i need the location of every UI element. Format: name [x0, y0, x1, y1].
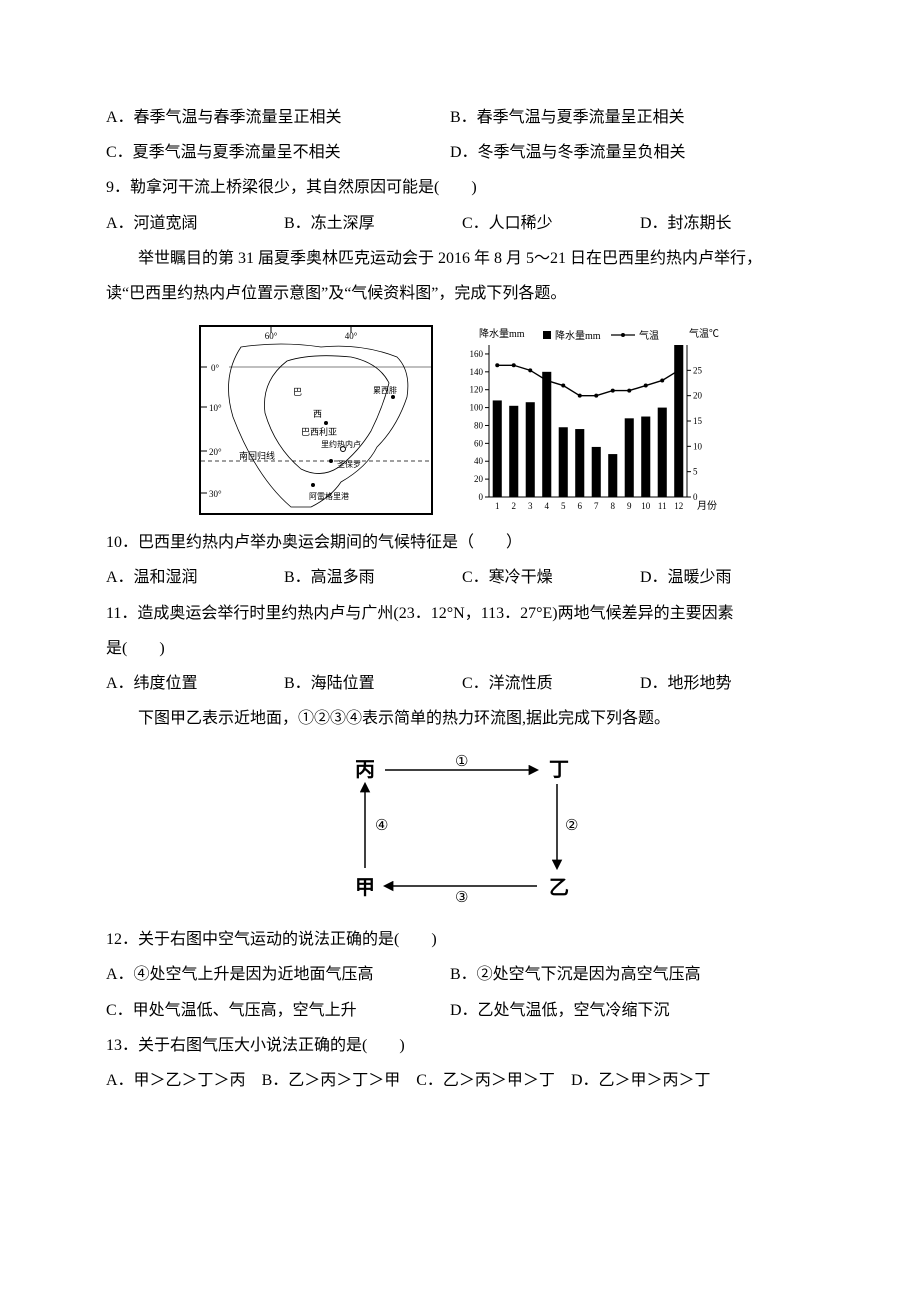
svg-text:9: 9	[627, 501, 632, 511]
svg-text:丙: 丙	[355, 759, 375, 781]
rio-intro-2: 读“巴西里约热内卢位置示意图”及“气候资料图”，完成下列各题。	[106, 276, 814, 311]
svg-text:160: 160	[470, 349, 484, 359]
svg-text:乙: 乙	[549, 877, 569, 899]
svg-text:④: ④	[375, 818, 388, 834]
svg-text:气温: 气温	[639, 329, 659, 342]
svg-text:6: 6	[578, 501, 583, 511]
svg-text:①: ①	[455, 754, 468, 770]
q13-opt-d: D．乙＞甲＞丙＞丁	[571, 1063, 711, 1098]
svg-text:120: 120	[470, 385, 484, 395]
q9-stem: 9．勒拿河干流上桥梁很少，其自然原因可能是( )	[106, 170, 814, 205]
climate-chart: 降水量mm 气温℃ 降水量mm 气温 020406080100120140160…	[451, 325, 721, 515]
circ-intro: 下图甲乙表示近地面，①②③④表示简单的热力环流图,据此完成下列各题。	[106, 701, 814, 736]
q8-opts-cd: C．夏季气温与夏季流量呈不相关 D．冬季气温与冬季流量呈负相关	[106, 135, 814, 170]
svg-text:累西腓: 累西腓	[373, 385, 397, 395]
svg-text:南回归线: 南回归线	[239, 450, 275, 461]
svg-text:3: 3	[528, 501, 533, 511]
svg-text:40°: 40°	[345, 331, 358, 341]
q8-opt-d: D．冬季气温与冬季流量呈负相关	[450, 144, 686, 161]
svg-text:③: ③	[455, 890, 468, 906]
q11-options: A．纬度位置 B．海陆位置 C．洋流性质 D．地形地势	[106, 666, 814, 701]
svg-text:气温℃: 气温℃	[689, 327, 719, 340]
rio-intro-1: 举世瞩目的第 31 届夏季奥林匹克运动会于 2016 年 8 月 5～21 日在…	[106, 241, 814, 276]
q8-opt-b: B．春季气温与夏季流量呈正相关	[450, 109, 685, 126]
q12-opt-c: C．甲处气温低、气压高，空气上升	[106, 993, 446, 1028]
svg-text:巴西利亚: 巴西利亚	[301, 426, 337, 437]
q13-opt-b: B．乙＞丙＞丁＞甲	[262, 1063, 401, 1098]
svg-text:西: 西	[313, 409, 322, 419]
q8-opt-a: A．春季气温与春季流量呈正相关	[106, 100, 446, 135]
q11-opt-c: C．洋流性质	[462, 666, 640, 701]
svg-text:100: 100	[470, 403, 484, 413]
q10-opt-d: D．温暖少雨	[640, 560, 732, 595]
q11-opt-b: B．海陆位置	[284, 666, 462, 701]
q13-opt-a: A．甲＞乙＞丁＞丙	[106, 1063, 246, 1098]
circulation-diagram: 丙 丁 ① ② 甲 乙 ③ ④	[335, 750, 585, 910]
svg-text:阿雷格里港: 阿雷格里港	[309, 491, 349, 501]
q11-opt-d: D．地形地势	[640, 666, 732, 701]
svg-text:7: 7	[594, 501, 599, 511]
q10-stem: 10．巴西里约热内卢举办奥运会期间的气候特征是（ ）	[106, 525, 814, 560]
svg-text:15: 15	[693, 416, 703, 426]
svg-text:降水量mm: 降水量mm	[479, 327, 525, 340]
svg-text:0: 0	[479, 492, 484, 502]
q10-opt-a: A．温和湿润	[106, 560, 284, 595]
svg-text:20: 20	[693, 391, 703, 401]
svg-text:11: 11	[658, 501, 667, 511]
svg-text:降水量mm: 降水量mm	[555, 329, 601, 342]
svg-text:30°: 30°	[209, 489, 222, 499]
q12-opts-ab: A．④处空气上升是因为近地面气压高 B．②处空气下沉是因为高空气压高	[106, 957, 814, 992]
q8-opts-ab: A．春季气温与春季流量呈正相关 B．春季气温与夏季流量呈正相关	[106, 100, 814, 135]
q11-stem-1: 11．造成奥运会举行时里约热内卢与广州(23．12°N，113．27°E)两地气…	[106, 596, 814, 631]
svg-text:20°: 20°	[209, 447, 222, 457]
q9-opt-d: D．封冻期长	[640, 206, 732, 241]
svg-text:12: 12	[674, 501, 683, 511]
q12-opt-a: A．④处空气上升是因为近地面气压高	[106, 957, 446, 992]
q11-opt-a: A．纬度位置	[106, 666, 284, 701]
svg-text:丁: 丁	[549, 759, 569, 781]
svg-text:10°: 10°	[209, 403, 222, 413]
svg-text:4: 4	[545, 501, 550, 511]
q10-options: A．温和湿润 B．高温多雨 C．寒冷干燥 D．温暖少雨	[106, 560, 814, 595]
svg-text:巴: 巴	[293, 387, 302, 397]
svg-text:140: 140	[470, 367, 484, 377]
q12-stem: 12．关于右图中空气运动的说法正确的是( )	[106, 922, 814, 957]
q13-opt-c: C．乙＞丙＞甲＞丁	[416, 1063, 555, 1098]
q9-opt-a: A．河道宽阔	[106, 206, 284, 241]
svg-text:5: 5	[561, 501, 566, 511]
q12-opt-b: B．②处空气下沉是因为高空气压高	[450, 966, 701, 983]
svg-text:1: 1	[495, 501, 500, 511]
svg-text:60: 60	[474, 438, 484, 448]
q10-opt-c: C．寒冷干燥	[462, 560, 640, 595]
svg-text:甲: 甲	[355, 877, 375, 899]
q10-opt-b: B．高温多雨	[284, 560, 462, 595]
svg-text:10: 10	[693, 441, 703, 451]
svg-text:5: 5	[693, 467, 698, 477]
q9-opt-c: C．人口稀少	[462, 206, 640, 241]
svg-text:40: 40	[474, 456, 484, 466]
q9-opt-b: B．冻土深厚	[284, 206, 462, 241]
svg-text:25: 25	[693, 365, 703, 375]
q11-stem-2: 是( )	[106, 631, 814, 666]
q12-opts-cd: C．甲处气温低、气压高，空气上升 D．乙处气温低，空气冷缩下沉	[106, 993, 814, 1028]
svg-text:里约热内卢: 里约热内卢	[321, 439, 361, 449]
svg-text:10: 10	[641, 501, 651, 511]
svg-text:圣保罗: 圣保罗	[337, 459, 361, 469]
q9-options: A．河道宽阔 B．冻土深厚 C．人口稀少 D．封冻期长	[106, 206, 814, 241]
svg-text:20: 20	[474, 474, 484, 484]
svg-text:2: 2	[512, 501, 517, 511]
q13-stem: 13．关于右图气压大小说法正确的是( )	[106, 1028, 814, 1063]
svg-text:月份: 月份	[697, 500, 717, 512]
svg-text:0°: 0°	[211, 363, 220, 373]
svg-text:60°: 60°	[265, 331, 278, 341]
svg-text:②: ②	[565, 818, 578, 834]
svg-text:80: 80	[474, 421, 484, 431]
figure-row: 60° 40° 0° 10° 20° 30° 南回归线	[106, 325, 814, 515]
brazil-map: 60° 40° 0° 10° 20° 30° 南回归线	[199, 325, 433, 515]
q13-options: A．甲＞乙＞丁＞丙 B．乙＞丙＞丁＞甲 C．乙＞丙＞甲＞丁 D．乙＞甲＞丙＞丁	[106, 1063, 814, 1098]
q12-opt-d: D．乙处气温低，空气冷缩下沉	[450, 1002, 670, 1019]
q8-opt-c: C．夏季气温与夏季流量呈不相关	[106, 135, 446, 170]
svg-text:8: 8	[611, 501, 616, 511]
